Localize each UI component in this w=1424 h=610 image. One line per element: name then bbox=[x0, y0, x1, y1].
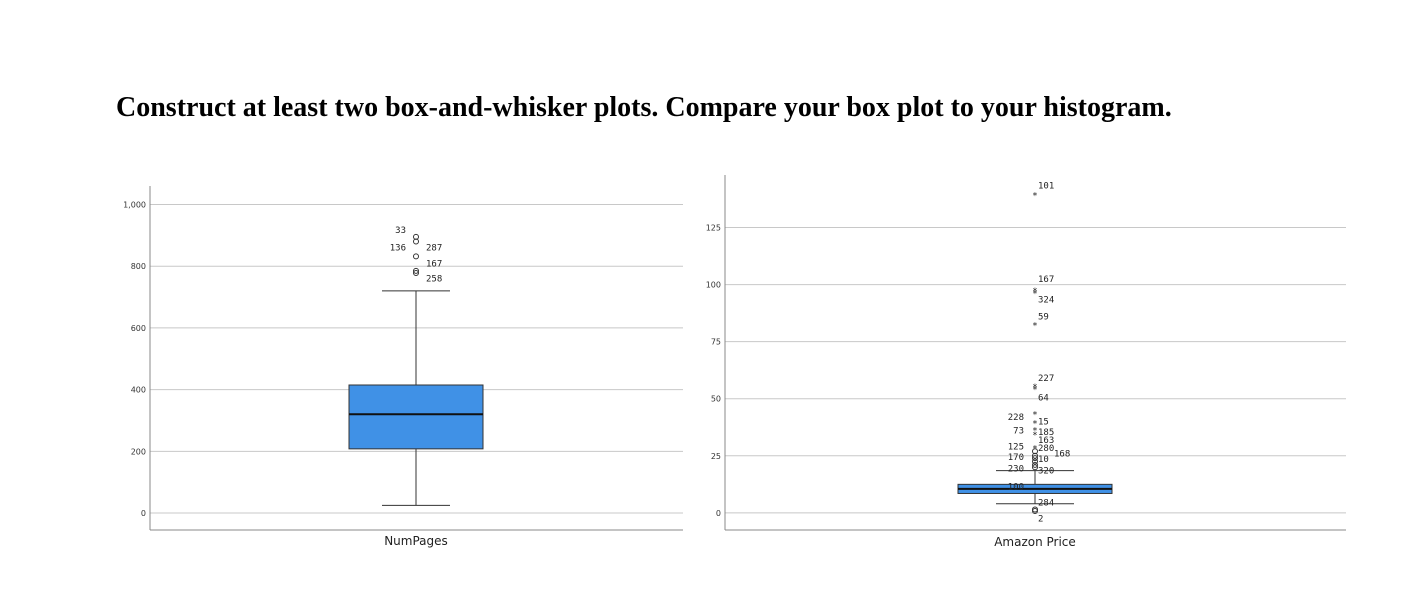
outlier-case-label: 136 bbox=[390, 243, 406, 253]
outlier-case-label: 287 bbox=[426, 243, 442, 253]
outlier-circle bbox=[413, 238, 419, 245]
outlier-circle bbox=[413, 267, 419, 274]
outlier-case-label: 170 bbox=[1008, 453, 1024, 463]
outlier-case-label: 101 bbox=[1038, 181, 1054, 191]
outlier-case-label: 59 bbox=[1038, 313, 1049, 323]
outlier-circle bbox=[1032, 464, 1038, 471]
extreme-outlier-star: * bbox=[1032, 431, 1037, 441]
outlier-circle bbox=[1032, 461, 1038, 468]
y-tick-label: 0 bbox=[716, 509, 721, 518]
outlier-case-label: 168 bbox=[1054, 450, 1070, 460]
extreme-outlier-star: * bbox=[1032, 191, 1037, 201]
outlier-case-label: 185 bbox=[1038, 428, 1054, 438]
outlier-case-label: 125 bbox=[1008, 443, 1024, 453]
x-axis-label: Amazon Price bbox=[994, 535, 1076, 549]
y-tick-label: 25 bbox=[711, 452, 721, 461]
outlier-circle bbox=[413, 270, 419, 277]
outlier-case-label: 228 bbox=[1008, 413, 1024, 423]
extreme-outlier-star: * bbox=[1032, 289, 1037, 299]
outlier-case-label: 100 bbox=[1008, 483, 1024, 493]
y-tick-label: 400 bbox=[131, 386, 146, 395]
extreme-outlier-star: * bbox=[1032, 410, 1037, 420]
outlier-case-label: 320 bbox=[1038, 467, 1054, 477]
y-tick-label: 200 bbox=[131, 447, 146, 456]
outlier-case-label: 64 bbox=[1038, 394, 1049, 404]
outlier-case-label: 324 bbox=[1038, 295, 1054, 305]
outlier-case-label: 73 bbox=[1013, 427, 1024, 437]
outlier-case-label: 15 bbox=[1038, 418, 1049, 428]
y-tick-label: 1,000 bbox=[123, 201, 146, 210]
outlier-circle bbox=[413, 253, 419, 260]
outlier-case-label: 227 bbox=[1038, 374, 1054, 384]
y-tick-label: 125 bbox=[706, 224, 721, 233]
extreme-outlier-star: * bbox=[1032, 420, 1037, 430]
numpages-boxplot: 0 200 400 600 800 1,000 33 136 287 167 258 NumPages bbox=[123, 186, 683, 548]
outlier-case-label: 10 bbox=[1038, 455, 1049, 465]
outlier-case-label: 2 bbox=[1038, 515, 1043, 525]
extreme-outlier-star: * bbox=[1032, 383, 1037, 393]
outlier-circle bbox=[1032, 508, 1038, 515]
outlier-case-label: 280 bbox=[1038, 444, 1054, 454]
outlier-case-label: 163 bbox=[1038, 436, 1054, 446]
outlier-circle bbox=[1032, 455, 1038, 462]
outlier-case-label: 230 bbox=[1008, 464, 1024, 474]
extreme-outlier-star: * bbox=[1032, 321, 1037, 331]
extreme-outlier-star: * bbox=[1032, 385, 1037, 395]
x-axis-label: NumPages bbox=[384, 534, 448, 548]
y-tick-label: 75 bbox=[711, 338, 721, 347]
page-heading: Construct at least two box-and-whisker p… bbox=[116, 92, 1172, 123]
outlier-case-label: 284 bbox=[1038, 499, 1054, 509]
y-tick-label: 100 bbox=[706, 281, 721, 290]
outlier-case-label: 167 bbox=[426, 260, 442, 270]
iqr-box bbox=[348, 384, 484, 450]
y-tick-label: 800 bbox=[131, 262, 146, 271]
y-tick-label: 50 bbox=[711, 395, 721, 404]
outlier-case-label: 258 bbox=[426, 275, 442, 285]
outlier-circle bbox=[1032, 458, 1038, 465]
extreme-outlier-star: * bbox=[1032, 287, 1037, 297]
outlier-case-label: 33 bbox=[395, 226, 406, 236]
outlier-circle bbox=[1032, 452, 1038, 459]
extreme-outlier-star: * bbox=[1032, 426, 1037, 436]
extreme-outlier-star: * bbox=[1032, 445, 1037, 455]
outlier-case-label: 167 bbox=[1038, 275, 1054, 285]
y-tick-label: 0 bbox=[141, 509, 146, 518]
y-tick-label: 600 bbox=[131, 324, 146, 333]
